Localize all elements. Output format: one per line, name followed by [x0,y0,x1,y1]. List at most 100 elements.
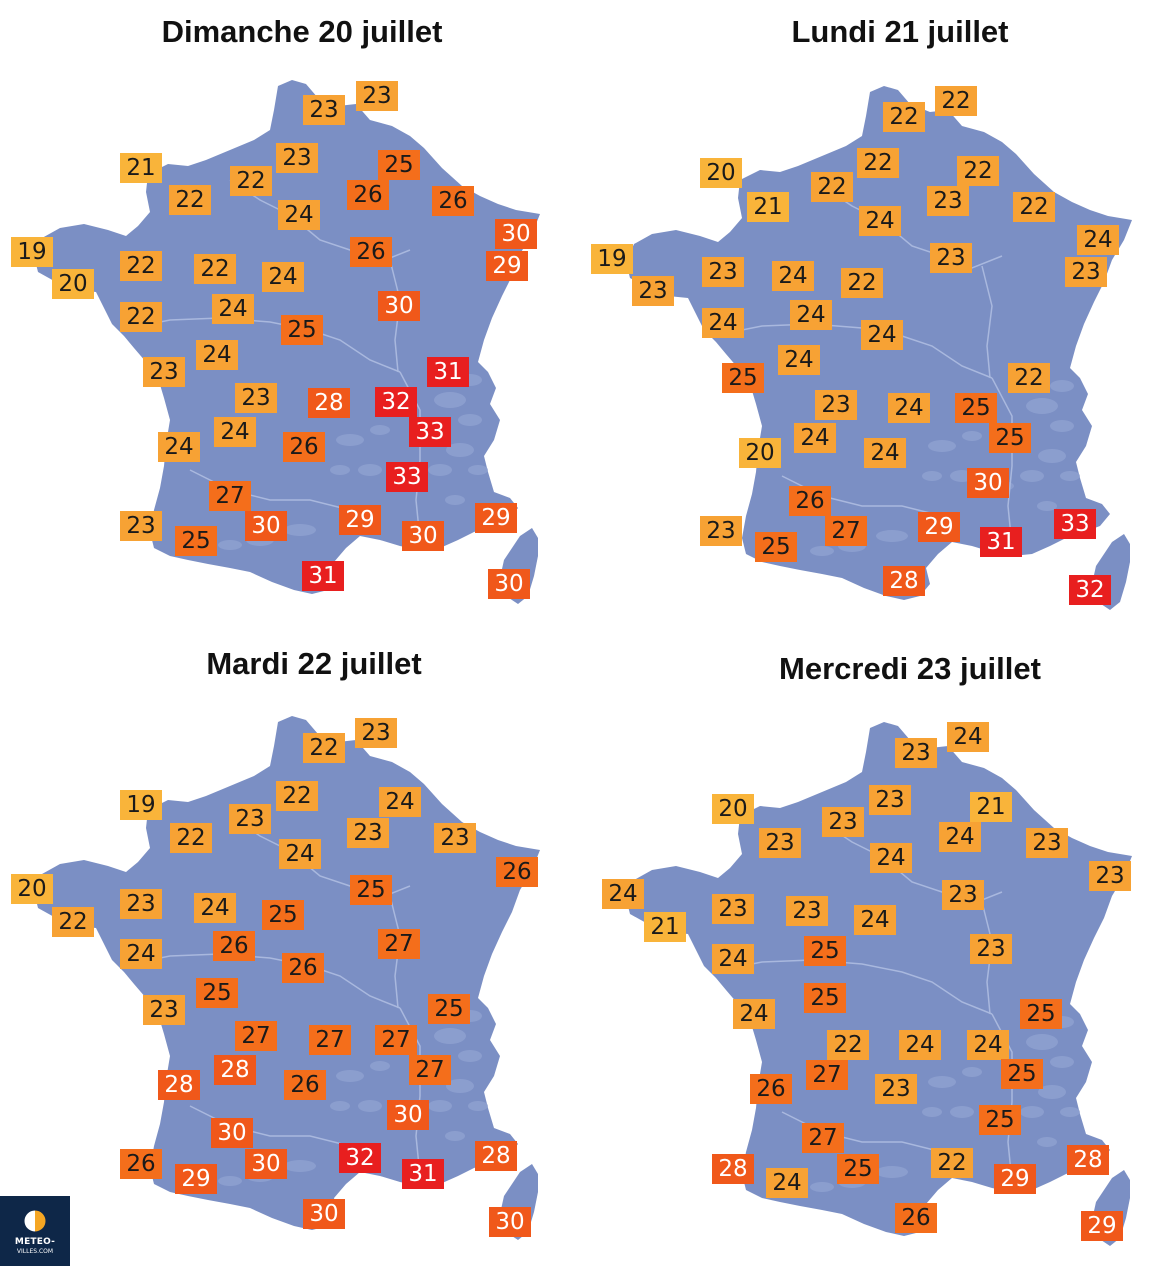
relief-shading [434,1028,466,1044]
temperature-badge: 25 [196,978,238,1008]
temperature-badge: 27 [375,1025,417,1055]
temperature-badge: 28 [712,1154,754,1184]
relief-shading [445,495,465,505]
temperature-badge: 28 [883,566,925,596]
relief-shading [458,1050,482,1062]
temperature-badge: 26 [282,953,324,983]
temperature-badge: 28 [1067,1145,1109,1175]
temperature-badge: 23 [700,516,742,546]
temperature-badge: 30 [967,468,1009,498]
temperature-badge: 26 [496,857,538,887]
temperature-badge: 29 [175,1164,217,1194]
temperature-badge: 27 [409,1055,451,1085]
temperature-badge: 24 [790,300,832,330]
temperature-badge: 19 [11,237,53,267]
temperature-badge: 24 [733,999,775,1029]
temperature-badge: 24 [196,340,238,370]
temperature-badge: 20 [712,794,754,824]
temperature-badge: 26 [213,931,255,961]
temperature-badge: 24 [766,1168,808,1198]
relief-shading [922,471,942,481]
temperature-badge: 25 [1020,999,1062,1029]
temperature-badge: 24 [772,261,814,291]
temperature-badge: 22 [857,148,899,178]
temperature-badge: 31 [427,357,469,387]
temperature-badge: 23 [120,511,162,541]
temperature-badge: 22 [52,907,94,937]
temperature-badge: 23 [143,357,185,387]
relief-shading [330,1101,350,1111]
temperature-badge: 24 [712,944,754,974]
temperature-badge: 19 [591,244,633,274]
temperature-badge: 30 [489,1207,531,1237]
relief-shading [336,434,364,446]
temperature-badge: 26 [350,237,392,267]
temperature-badge: 26 [120,1149,162,1179]
temperature-badge: 20 [739,438,781,468]
temperature-badge: 25 [755,532,797,562]
temperature-badge: 24 [379,787,421,817]
relief-shading [446,1079,474,1093]
temperature-badge: 23 [822,807,864,837]
temperature-badge: 30 [387,1100,429,1130]
temperature-badge: 32 [1069,575,1111,605]
temperature-badge: 22 [194,254,236,284]
relief-shading [446,443,474,457]
relief-shading [434,392,466,408]
relief-shading [962,431,982,441]
temperature-badge: 22 [931,1148,973,1178]
temperature-badge: 29 [486,251,528,281]
temperature-badge: 27 [825,516,867,546]
relief-shading [284,524,316,536]
temperature-badge: 23 [120,889,162,919]
temperature-badge: 24 [888,393,930,423]
relief-shading [1050,420,1074,432]
temperature-badge: 24 [899,1030,941,1060]
temperature-badge: 25 [350,875,392,905]
temperature-badge: 30 [488,569,530,599]
relief-shading [1050,1056,1074,1068]
temperature-badge: 24 [859,206,901,236]
temperature-badge: 23 [786,896,828,926]
temperature-badge: 25 [837,1154,879,1184]
temperature-badge: 25 [804,983,846,1013]
temperature-badge: 21 [644,912,686,942]
temperature-badge: 29 [339,505,381,535]
map-title: Lundi 21 juillet [791,14,1009,49]
temperature-badge: 24 [778,345,820,375]
relief-shading [1037,501,1057,511]
temperature-badge: 25 [989,423,1031,453]
temperature-badge: 23 [895,738,937,768]
temperature-badge: 22 [120,251,162,281]
relief-shading [1038,449,1066,463]
temperature-badge: 26 [284,1070,326,1100]
temperature-badge: 27 [309,1025,351,1055]
temperature-badge: 27 [209,481,251,511]
temperature-badge: 23 [1026,828,1068,858]
temperature-badge: 28 [158,1070,200,1100]
temperature-badge: 26 [347,180,389,210]
logo-text: METEO- [14,1237,56,1247]
temperature-badge: 24 [794,423,836,453]
logo-subtext: VILLES.COM [16,1248,54,1255]
temperature-badge: 22 [170,823,212,853]
temperature-badge: 25 [955,393,997,423]
temperature-badge: 32 [339,1143,381,1173]
relief-shading [922,1107,942,1117]
temperature-badge: 23 [875,1074,917,1104]
temperature-badge: 27 [802,1123,844,1153]
temperature-badge: 28 [308,388,350,418]
river [711,959,993,1015]
relief-shading [810,546,834,556]
temperature-badge: 25 [262,900,304,930]
temperature-badge: 24 [967,1030,1009,1060]
relief-shading [370,1061,390,1071]
relief-shading [445,1131,465,1141]
temperature-badge: 28 [475,1141,517,1171]
temperature-badge: 24 [120,939,162,969]
relief-shading [336,1070,364,1082]
relief-shading [1020,470,1044,482]
temperature-badge: 23 [434,823,476,853]
relief-shading [950,1106,974,1118]
temperature-badge: 27 [235,1021,277,1051]
